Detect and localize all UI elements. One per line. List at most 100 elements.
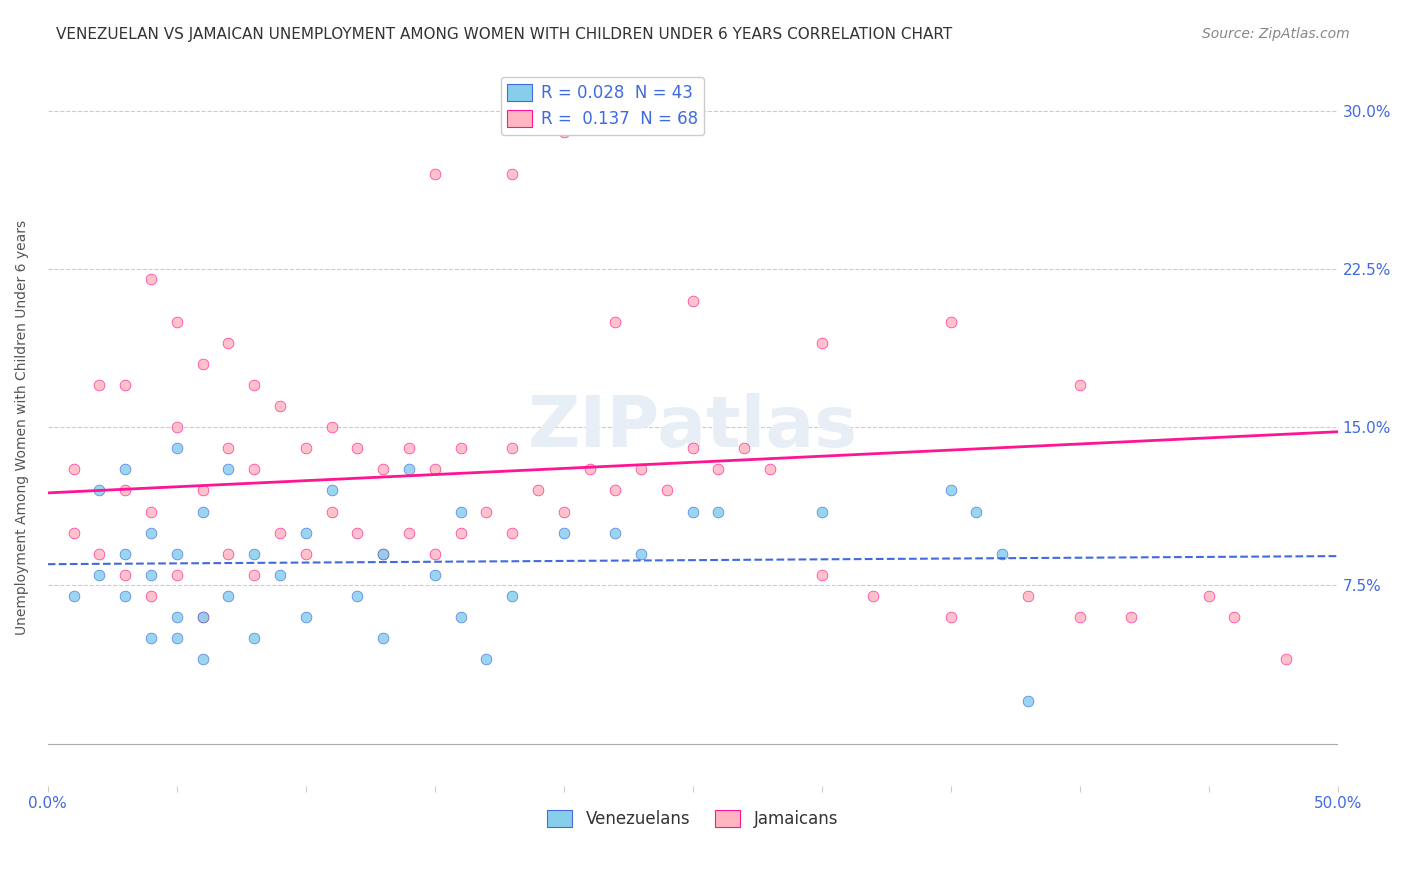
Point — [346, 589, 368, 603]
Point — [191, 504, 214, 518]
Point — [371, 547, 394, 561]
Point — [398, 525, 420, 540]
Point — [527, 483, 550, 498]
Point — [1121, 610, 1143, 624]
Point — [191, 652, 214, 666]
Y-axis label: Unemployment Among Women with Children Under 6 years: Unemployment Among Women with Children U… — [15, 219, 30, 635]
Point — [371, 631, 394, 645]
Point — [89, 483, 111, 498]
Point — [269, 525, 291, 540]
Point — [243, 378, 266, 392]
Point — [423, 567, 446, 582]
Point — [114, 589, 136, 603]
Point — [114, 547, 136, 561]
Point — [682, 442, 704, 456]
Point — [707, 504, 730, 518]
Point — [939, 483, 962, 498]
Point — [605, 525, 627, 540]
Point — [1069, 610, 1091, 624]
Point — [139, 272, 162, 286]
Point — [294, 610, 316, 624]
Point — [89, 378, 111, 392]
Point — [810, 335, 832, 350]
Point — [166, 547, 188, 561]
Point — [114, 462, 136, 476]
Point — [682, 504, 704, 518]
Point — [707, 462, 730, 476]
Point — [682, 293, 704, 308]
Point — [217, 442, 239, 456]
Point — [1223, 610, 1246, 624]
Point — [1198, 589, 1220, 603]
Point — [166, 442, 188, 456]
Point — [166, 315, 188, 329]
Point — [501, 167, 523, 181]
Point — [450, 525, 472, 540]
Point — [294, 547, 316, 561]
Point — [655, 483, 678, 498]
Point — [966, 504, 988, 518]
Point — [501, 589, 523, 603]
Point — [1275, 652, 1298, 666]
Point — [294, 525, 316, 540]
Point — [450, 504, 472, 518]
Point — [630, 547, 652, 561]
Point — [553, 525, 575, 540]
Point — [398, 462, 420, 476]
Point — [191, 610, 214, 624]
Point — [62, 525, 84, 540]
Point — [191, 483, 214, 498]
Point — [217, 589, 239, 603]
Point — [269, 567, 291, 582]
Point — [243, 631, 266, 645]
Point — [423, 167, 446, 181]
Point — [553, 125, 575, 139]
Point — [89, 547, 111, 561]
Point — [191, 610, 214, 624]
Point — [475, 504, 498, 518]
Point — [1017, 694, 1039, 708]
Point — [217, 547, 239, 561]
Point — [939, 610, 962, 624]
Point — [991, 547, 1014, 561]
Point — [114, 567, 136, 582]
Legend: Venezuelans, Jamaicans: Venezuelans, Jamaicans — [541, 804, 845, 835]
Point — [166, 631, 188, 645]
Point — [810, 504, 832, 518]
Point — [217, 335, 239, 350]
Point — [89, 567, 111, 582]
Point — [139, 525, 162, 540]
Point — [371, 547, 394, 561]
Point — [139, 589, 162, 603]
Point — [321, 420, 343, 434]
Point — [939, 315, 962, 329]
Text: VENEZUELAN VS JAMAICAN UNEMPLOYMENT AMONG WOMEN WITH CHILDREN UNDER 6 YEARS CORR: VENEZUELAN VS JAMAICAN UNEMPLOYMENT AMON… — [56, 27, 952, 42]
Point — [475, 652, 498, 666]
Point — [321, 483, 343, 498]
Point — [166, 610, 188, 624]
Point — [578, 462, 600, 476]
Point — [294, 442, 316, 456]
Point — [62, 589, 84, 603]
Point — [605, 315, 627, 329]
Point — [166, 420, 188, 434]
Point — [1069, 378, 1091, 392]
Point — [630, 462, 652, 476]
Point — [450, 442, 472, 456]
Point — [501, 525, 523, 540]
Text: Source: ZipAtlas.com: Source: ZipAtlas.com — [1202, 27, 1350, 41]
Point — [371, 462, 394, 476]
Point — [553, 504, 575, 518]
Point — [862, 589, 884, 603]
Point — [759, 462, 782, 476]
Text: ZIPatlas: ZIPatlas — [527, 392, 858, 462]
Point — [139, 504, 162, 518]
Point — [114, 483, 136, 498]
Point — [62, 462, 84, 476]
Point — [423, 547, 446, 561]
Point — [243, 462, 266, 476]
Point — [346, 525, 368, 540]
Point — [114, 378, 136, 392]
Point — [139, 567, 162, 582]
Point — [269, 399, 291, 413]
